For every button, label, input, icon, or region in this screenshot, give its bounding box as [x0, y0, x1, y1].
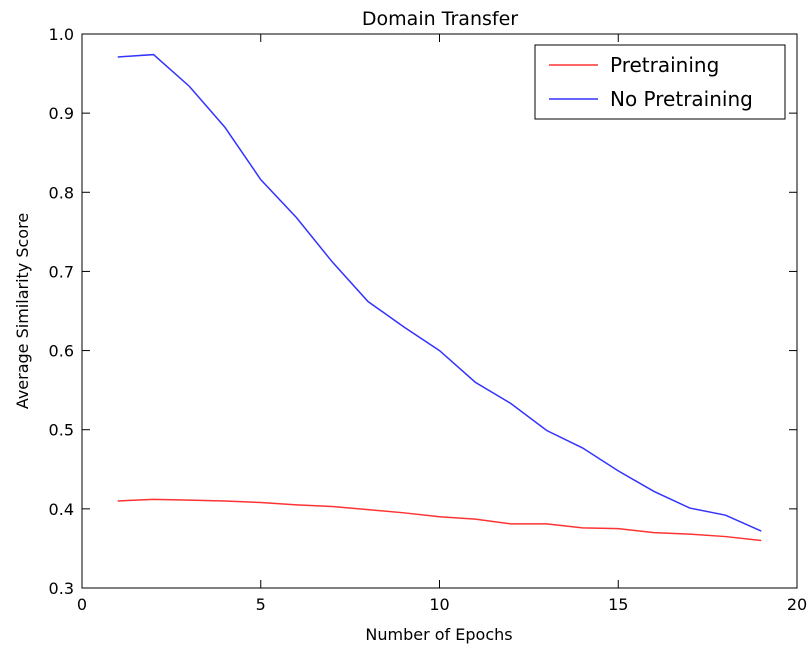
- x-axis-label: Number of Epochs: [365, 625, 512, 644]
- y-tick-label: 0.7: [49, 262, 74, 281]
- series-line-no-pretraining: [117, 53, 762, 532]
- x-tick-label: 5: [256, 595, 266, 614]
- y-tick-label: 0.4: [49, 500, 74, 519]
- y-tick-label: 1.0: [49, 25, 74, 44]
- y-tick-label: 0.8: [49, 183, 74, 202]
- x-tick-label: 0: [77, 595, 87, 614]
- y-tick-label: 0.9: [49, 104, 74, 123]
- legend-box: [534, 44, 786, 120]
- x-tick-label: 20: [787, 595, 807, 614]
- plot-area: [82, 34, 797, 588]
- y-tick-label: 0.5: [49, 421, 74, 440]
- x-tick-label: 10: [429, 595, 449, 614]
- series-layer: [117, 53, 762, 542]
- legend-label-pretraining: Pretraining: [610, 53, 719, 77]
- ticks-layer: 0 5 10 15 20 0.3 0.4 0.5 0.6 0.7 0.8 0.9 1.0: [49, 25, 808, 614]
- y-tick-label: 0.3: [49, 579, 74, 598]
- y-tick-label: 0.6: [49, 342, 74, 361]
- series-line-pretraining: [117, 498, 762, 542]
- x-tick-label: 15: [608, 595, 628, 614]
- y-axis-label: Average Similarity Score: [13, 213, 32, 409]
- legend: Pretraining No Pretraining: [534, 44, 786, 120]
- legend-label-no-pretraining: No Pretraining: [610, 87, 753, 111]
- chart-title: Domain Transfer: [362, 8, 518, 30]
- plot-frame: [81, 33, 798, 589]
